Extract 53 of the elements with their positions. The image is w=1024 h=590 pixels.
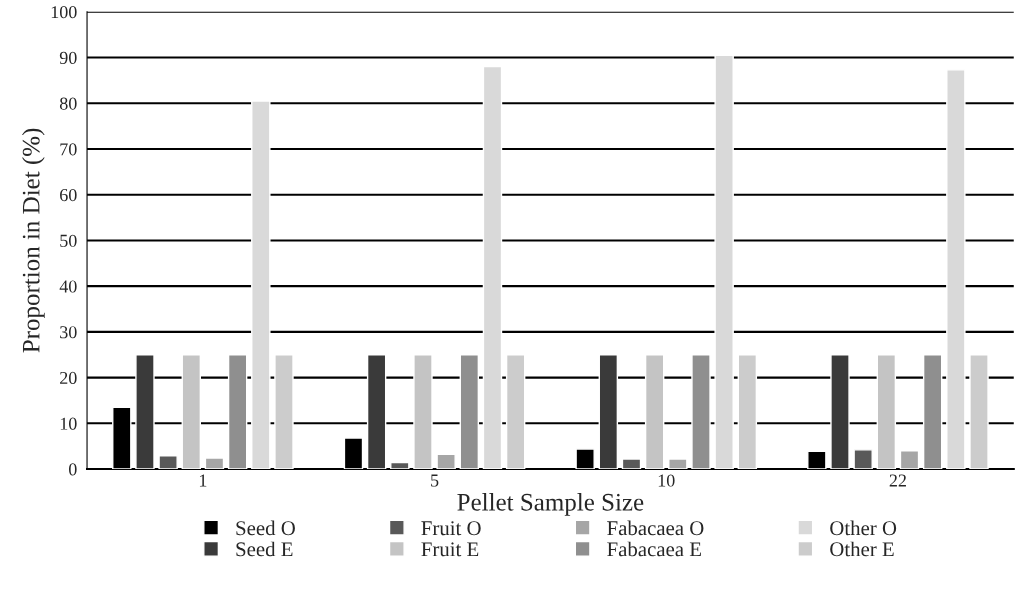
legend-label: Fruit O (421, 521, 481, 536)
y-tick-label: 20 (60, 371, 77, 385)
bar (969, 354, 989, 470)
bar (714, 54, 734, 470)
bar (227, 354, 248, 470)
y-tick-label: 30 (60, 326, 77, 339)
bar (274, 354, 294, 470)
bar (691, 354, 711, 470)
y-axis-title: Proportion in Diet (%) (22, 128, 45, 353)
bar (413, 354, 433, 470)
y-tick-label: 40 (59, 280, 77, 293)
x-tick-label: 22 (889, 474, 906, 487)
x-tick-label: 1 (199, 474, 207, 487)
legend-label: Fruit E (421, 542, 479, 557)
bar (922, 354, 943, 470)
bar (204, 457, 225, 470)
legend-label: Fabacaea E (607, 541, 701, 557)
bar (830, 354, 850, 470)
bar (668, 458, 688, 470)
y-tick-label: 10 (60, 417, 77, 430)
bar (737, 354, 758, 470)
bar (644, 354, 665, 470)
legend-label: Other E (830, 541, 894, 557)
bar (598, 354, 619, 470)
bar (946, 69, 966, 470)
y-tick-label: 100 (51, 6, 77, 19)
legend-label: Other O (830, 520, 897, 536)
bar (482, 65, 503, 470)
bar (621, 458, 642, 470)
bar (251, 100, 271, 470)
bar (853, 449, 873, 470)
bar (505, 354, 526, 470)
bar (876, 354, 897, 470)
bar (436, 453, 456, 470)
legend-label: Fabacaea O (607, 520, 704, 536)
y-tick-label: 80 (59, 97, 77, 110)
bar (459, 354, 480, 470)
bar (390, 461, 410, 470)
x-tick-label: 10 (658, 474, 675, 487)
legend-label: Seed E (236, 541, 293, 557)
bar (135, 354, 155, 470)
bar (181, 354, 202, 470)
bar (158, 455, 178, 470)
bar (366, 354, 387, 470)
legend-label: Seed O (236, 520, 295, 536)
y-tick-label: 0 (68, 463, 77, 476)
y-tick-label: 90 (59, 51, 77, 64)
y-tick-label: 60 (60, 188, 77, 202)
x-axis-title: Pellet Sample Size (457, 493, 644, 516)
bar (899, 450, 920, 470)
y-tick-label: 50 (60, 234, 77, 247)
y-tick-label: 70 (60, 143, 77, 156)
x-tick-label: 5 (431, 474, 439, 487)
